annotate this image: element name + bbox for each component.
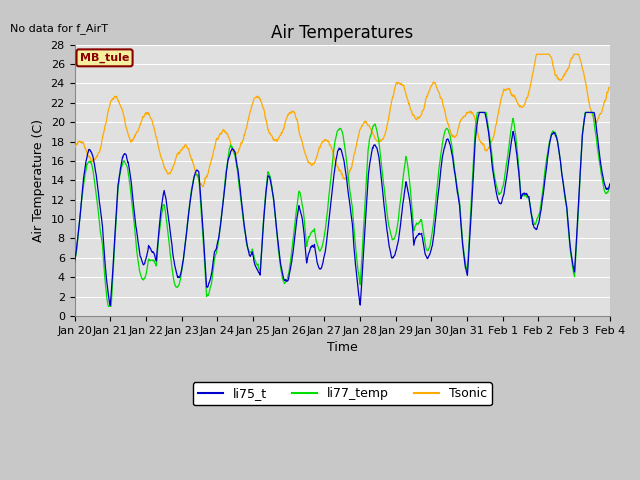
- X-axis label: Time: Time: [327, 341, 358, 354]
- Title: Air Temperatures: Air Temperatures: [271, 24, 413, 42]
- Y-axis label: Air Temperature (C): Air Temperature (C): [32, 119, 45, 242]
- Text: MB_tule: MB_tule: [80, 53, 129, 63]
- Text: No data for f_AirT: No data for f_AirT: [10, 23, 108, 34]
- Legend: li75_t, li77_temp, Tsonic: li75_t, li77_temp, Tsonic: [193, 382, 492, 405]
